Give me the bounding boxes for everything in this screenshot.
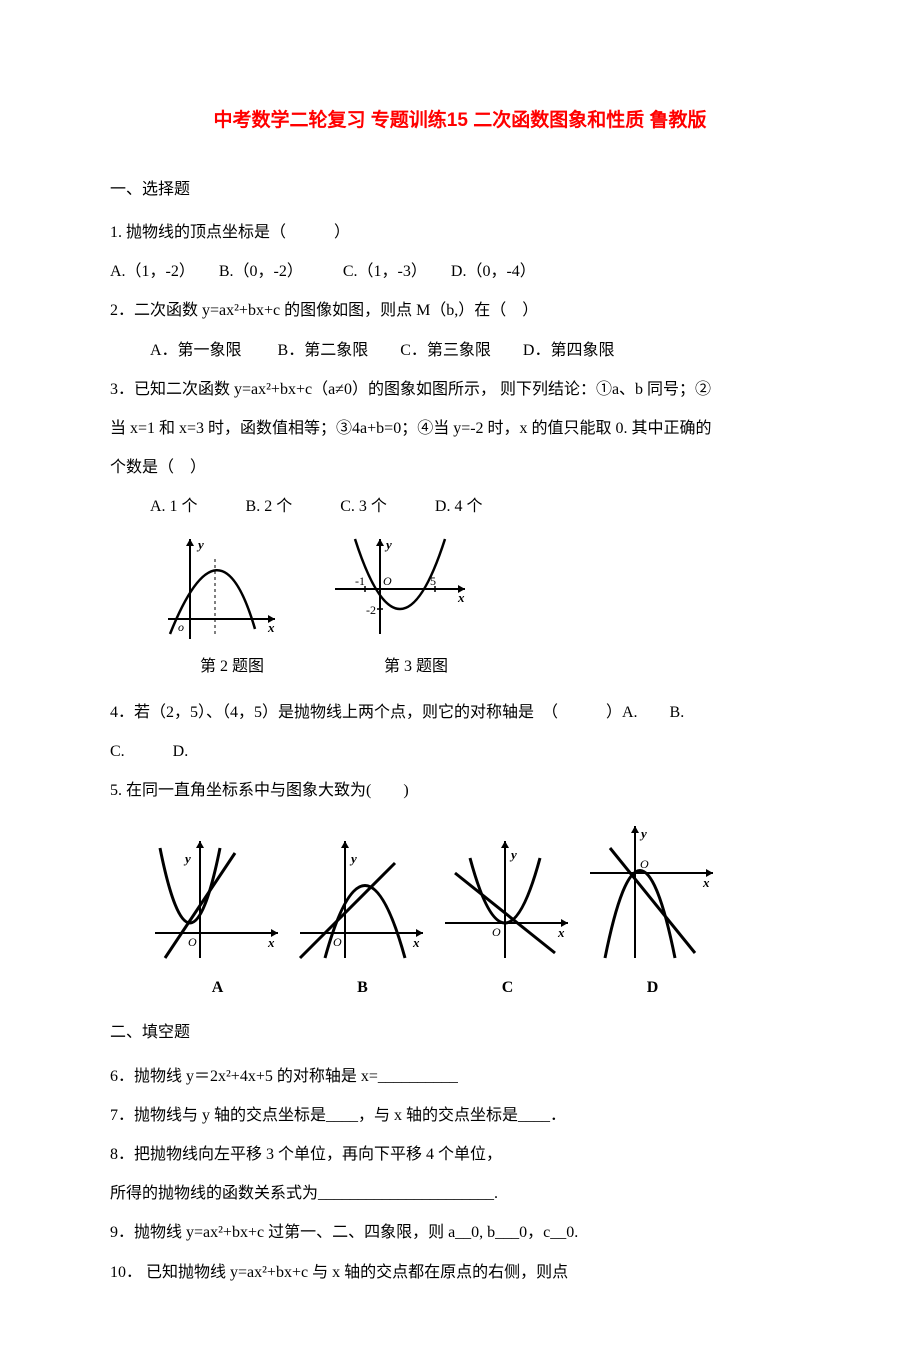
question-7: 7．抛物线与 y 轴的交点坐标是____，与 x 轴的交点坐标是____． <box>110 1098 810 1133</box>
svg-text:y: y <box>509 847 517 862</box>
svg-text:x: x <box>267 620 275 635</box>
svg-text:-1: -1 <box>355 574 365 588</box>
svg-text:O: O <box>188 935 197 949</box>
svg-text:y: y <box>183 851 191 866</box>
svg-text:x: x <box>412 935 420 950</box>
svg-text:y: y <box>384 537 392 552</box>
figure-q2: y x o <box>160 534 280 644</box>
svg-text:y: y <box>196 537 204 552</box>
caption-fig2: 第 2 题图 <box>200 649 264 684</box>
svg-text:x: x <box>557 925 565 940</box>
question-10: 10． 已知抛物线 y=ax²+bx+c 与 x 轴的交点都在原点的右侧，则点 <box>110 1255 810 1290</box>
question-9: 9．抛物线 y=ax²+bx+c 过第一、二、四象限，则 a__0, b___0… <box>110 1215 810 1250</box>
svg-text:x: x <box>457 590 465 605</box>
question-1-options: A.（1，-2） B.（0，-2） C.（1，-3） D.（0，-4） <box>110 254 810 289</box>
option-b-label: B <box>357 970 368 1005</box>
figure-captions: 第 2 题图 第 3 题图 <box>200 649 810 684</box>
option-c: y x O C <box>440 833 575 1005</box>
caption-fig3: 第 3 题图 <box>384 649 448 684</box>
question-3-line1: 3．已知二次函数 y=ax²+bx+c（a≠0）的图象如图所示， 则下列结论：①… <box>110 372 810 407</box>
question-1-text: 1. 抛物线的顶点坐标是（ ） <box>110 215 810 250</box>
question-8-line1: 8．把抛物线向左平移 3 个单位，再向下平移 4 个单位， <box>110 1137 810 1172</box>
svg-text:x: x <box>702 875 710 890</box>
question-3-line3: 个数是（ ） <box>110 450 810 485</box>
question-8-line2: 所得的抛物线的函数关系式为______________________. <box>110 1176 810 1211</box>
section-2-heading: 二、填空题 <box>110 1015 810 1050</box>
svg-text:y: y <box>639 826 647 841</box>
figure-row-q2-q3: y x o y x O -1 5 -2 <box>160 534 810 644</box>
svg-text:o: o <box>178 620 184 634</box>
svg-text:O: O <box>383 574 392 588</box>
question-3-line2: 当 x=1 和 x=3 时，函数值相等；③4a+b=0；④当 y=-2 时，x … <box>110 411 810 446</box>
question-4-line2: C. D. <box>110 734 810 769</box>
question-4-line1: 4．若（2，5）、（4，5）是抛物线上两个点，则它的对称轴是 （ ）A. B. <box>110 695 810 730</box>
option-c-label: C <box>502 970 514 1005</box>
question-3-options: A. 1 个 B. 2 个 C. 3 个 D. 4 个 <box>110 489 810 524</box>
question-2-text: 2．二次函数 y=ax²+bx+c 的图像如图，则点 M（b,）在（ ） <box>110 293 810 328</box>
question-5-text: 5. 在同一直角坐标系中与图象大致为( ) <box>110 773 810 808</box>
question-5-figures: y x O A y x O B <box>150 818 810 1005</box>
figure-q3: y x O -1 5 -2 <box>330 534 470 644</box>
svg-text:O: O <box>333 935 342 949</box>
svg-text:O: O <box>492 925 501 939</box>
svg-text:y: y <box>349 851 357 866</box>
option-a: y x O A <box>150 833 285 1005</box>
svg-text:5: 5 <box>430 574 436 588</box>
question-6: 6．抛物线 y＝2x²+4x+5 的对称轴是 x=__________ <box>110 1059 810 1094</box>
svg-text:O: O <box>640 857 649 871</box>
svg-text:x: x <box>267 935 275 950</box>
option-d: y x O D <box>585 818 720 1005</box>
question-2-options: A．第一象限 B．第二象限 C．第三象限 D．第四象限 <box>110 333 810 368</box>
section-1-heading: 一、选择题 <box>110 172 810 207</box>
page-title: 中考数学二轮复习 专题训练15 二次函数图象和性质 鲁教版 <box>110 100 810 142</box>
option-d-label: D <box>647 970 659 1005</box>
option-b: y x O B <box>295 833 430 1005</box>
option-a-label: A <box>212 970 224 1005</box>
svg-text:-2: -2 <box>366 603 376 617</box>
